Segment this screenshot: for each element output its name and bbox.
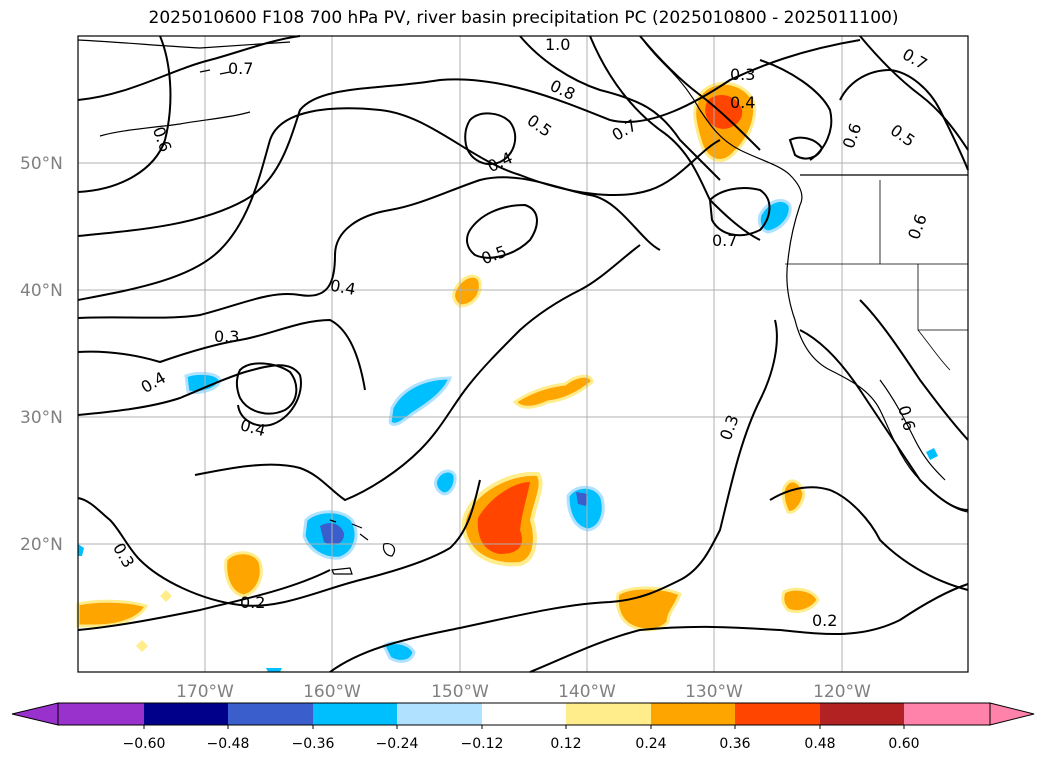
patch-blue-25n bbox=[434, 469, 457, 496]
patch-orange-31n bbox=[512, 374, 594, 409]
colorbar-tick-label: −0.12 bbox=[461, 736, 504, 752]
bc-coast bbox=[639, 35, 803, 206]
colorbar-bin-7 bbox=[651, 703, 735, 725]
lat-label-20n: 20°N bbox=[20, 535, 63, 555]
patch-blue-oregon bbox=[757, 199, 792, 234]
colorbar: −0.60 −0.48 −0.36 −0.24 −0.12 0.12 0.24 … bbox=[11, 702, 1035, 752]
colorbar-tick-label: 0.48 bbox=[804, 736, 835, 752]
patch-orange-23n-right bbox=[781, 479, 806, 514]
colorbar-tick-label: 0.36 bbox=[719, 736, 750, 752]
colorbar-bin-3 bbox=[313, 703, 397, 725]
contour-label: 0.3 bbox=[730, 65, 755, 84]
contour-label: 0.5 bbox=[479, 242, 509, 269]
contour-label: 0.4 bbox=[138, 368, 170, 397]
lat-label-50n: 50°N bbox=[20, 154, 63, 174]
contour-label: 0.3 bbox=[214, 327, 239, 346]
colorbar-bin-2 bbox=[228, 703, 313, 725]
contour-label: 0.4 bbox=[238, 415, 268, 440]
colorbar-tick-label: 0.24 bbox=[635, 736, 666, 752]
contour-label: 0.7 bbox=[228, 59, 253, 78]
lon-label-140w: 140°W bbox=[558, 682, 616, 702]
patch-small-diamond-1 bbox=[160, 590, 172, 602]
patch-blue-30n bbox=[388, 376, 453, 426]
colorbar-bin-1 bbox=[144, 703, 228, 725]
longitude-labels: 170°W 160°W 150°W 140°W 130°W 120°W bbox=[176, 682, 871, 702]
colorbar-left-extend bbox=[11, 702, 59, 726]
contour-label: 0.4 bbox=[730, 93, 755, 112]
lon-label-150w: 150°W bbox=[431, 682, 489, 702]
colorbar-tick-label: −0.60 bbox=[123, 736, 166, 752]
colorbar-frame bbox=[57, 702, 991, 726]
baja-coast bbox=[879, 379, 946, 481]
patch-blue-22n bbox=[566, 485, 605, 532]
contour-label: 0.6 bbox=[149, 124, 176, 154]
patch-red-big-22n bbox=[477, 482, 530, 554]
colorbar-bin-0 bbox=[58, 703, 144, 725]
contour-label: 0.2 bbox=[240, 593, 265, 612]
contour-label: 0.7 bbox=[712, 231, 737, 250]
colorbar-tick-label: −0.48 bbox=[207, 736, 250, 752]
patch-orange-15n-right bbox=[781, 587, 820, 614]
contour-label: 1.0 bbox=[545, 35, 570, 54]
colorbar-right-extend bbox=[989, 702, 1035, 726]
patch-blue-10n bbox=[266, 668, 282, 672]
patch-darkblue-22n bbox=[576, 492, 588, 506]
colorbar-tick-label: 0.12 bbox=[550, 736, 581, 752]
colorbar-bin-8 bbox=[735, 703, 820, 725]
contour-label: 0.6 bbox=[839, 121, 866, 151]
contour-label: 0.2 bbox=[812, 611, 837, 630]
patch-orange-17n bbox=[224, 551, 263, 598]
latitude-labels: 50°N 40°N 30°N 20°N bbox=[20, 154, 63, 555]
colorbar-bin-10 bbox=[904, 703, 990, 725]
patch-orange-14n-left bbox=[76, 599, 149, 628]
map-frame bbox=[77, 35, 969, 673]
lon-label-130w: 130°W bbox=[685, 682, 743, 702]
colorbar-bin-4 bbox=[397, 703, 482, 725]
lon-label-120w: 120°W bbox=[813, 682, 871, 702]
lat-label-40n: 40°N bbox=[20, 281, 63, 301]
contour-label: 0.5 bbox=[524, 111, 556, 141]
us-states bbox=[785, 180, 968, 371]
colorbar-bin-6 bbox=[566, 703, 651, 725]
patch-small-diamond-2 bbox=[136, 640, 148, 652]
precip-patches bbox=[76, 81, 938, 672]
contour-label: 0.5 bbox=[887, 120, 919, 150]
graticule bbox=[78, 36, 968, 672]
contour-label: 0.4 bbox=[329, 276, 357, 299]
contour-label: 0.8 bbox=[547, 76, 578, 104]
coastlines bbox=[77, 35, 969, 575]
map-title: 2025010600 F108 700 hPa PV, river basin … bbox=[148, 8, 899, 28]
contour-label: 0.6 bbox=[904, 212, 931, 242]
alaska-coast bbox=[77, 39, 291, 137]
patch-orange-40n bbox=[452, 274, 482, 308]
lat-label-30n: 30°N bbox=[20, 408, 63, 428]
lon-label-160w: 160°W bbox=[303, 682, 361, 702]
contour-label: 0.7 bbox=[899, 44, 931, 73]
colorbar-bin-9 bbox=[820, 703, 904, 725]
colorbar-bin-5 bbox=[482, 703, 566, 725]
hawaii bbox=[329, 519, 396, 575]
pv-contours bbox=[77, 35, 969, 673]
us-west-coast bbox=[786, 204, 969, 513]
contour-label: 0.6 bbox=[894, 403, 919, 433]
patch-blue-mexico bbox=[926, 448, 938, 460]
colorbar-tick-label: −0.36 bbox=[292, 736, 335, 752]
patch-blue-edge bbox=[78, 544, 84, 556]
lon-label-170w: 170°W bbox=[176, 682, 234, 702]
colorbar-tick-label: 0.60 bbox=[888, 736, 919, 752]
colorbar-tick-label: −0.24 bbox=[376, 736, 419, 752]
